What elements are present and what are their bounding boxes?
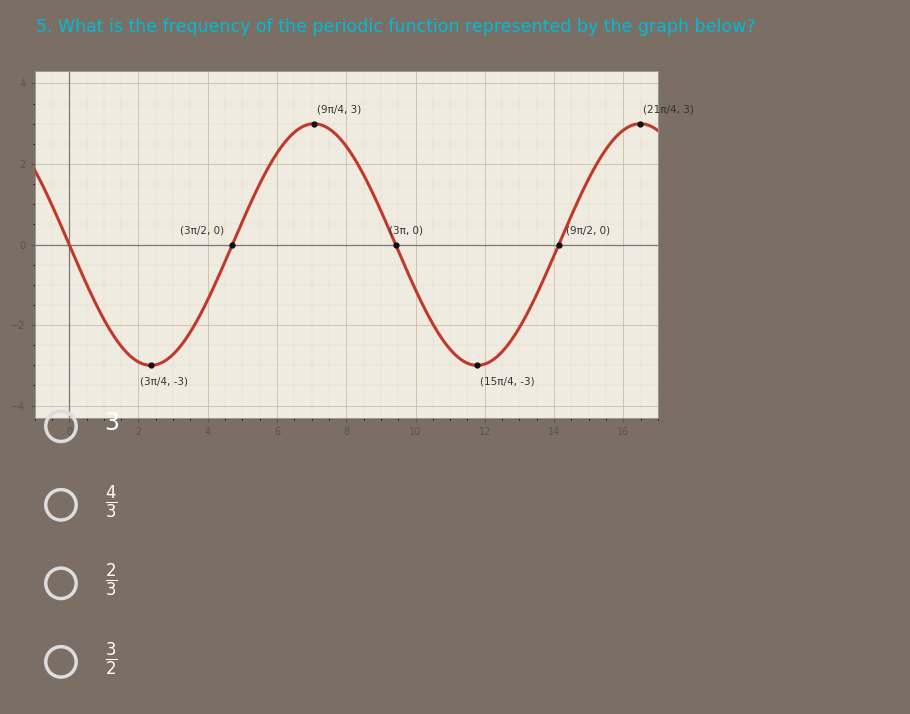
- Text: $\frac{2}{3}$: $\frac{2}{3}$: [105, 562, 117, 599]
- Text: (9π/2, 0): (9π/2, 0): [566, 226, 610, 236]
- Text: 5. What is the frequency of the periodic function represented by the graph below: 5. What is the frequency of the periodic…: [36, 18, 756, 36]
- Text: (3π, 0): (3π, 0): [389, 226, 422, 236]
- Text: (3π/4, -3): (3π/4, -3): [140, 377, 187, 387]
- Text: (3π/2, 0): (3π/2, 0): [179, 226, 224, 236]
- Text: (15π/4, -3): (15π/4, -3): [480, 377, 534, 387]
- Text: (9π/4, 3): (9π/4, 3): [317, 105, 361, 115]
- Text: $\frac{3}{2}$: $\frac{3}{2}$: [105, 640, 117, 678]
- Text: (21π/4, 3): (21π/4, 3): [643, 105, 694, 115]
- Text: $\frac{4}{3}$: $\frac{4}{3}$: [105, 483, 117, 521]
- Text: 3: 3: [105, 411, 119, 436]
